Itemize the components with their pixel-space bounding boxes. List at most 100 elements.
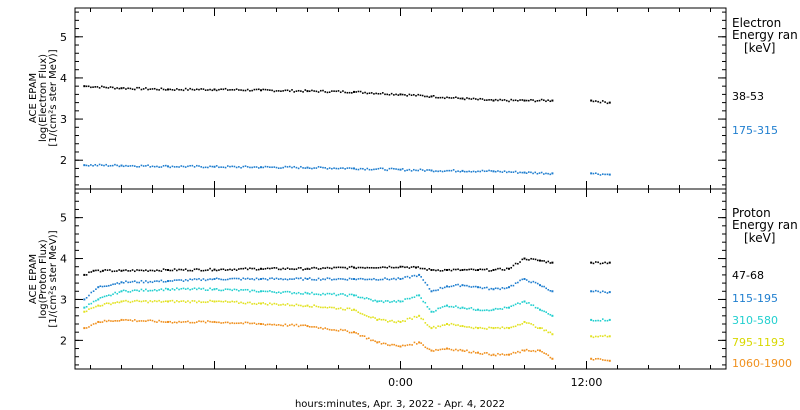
- data-point-fill: [125, 164, 127, 167]
- data-point-fill: [483, 170, 486, 173]
- data-point-fill: [448, 96, 451, 99]
- data-point-fill: [249, 301, 251, 304]
- data-point: [83, 273, 86, 276]
- data-point-fill: [452, 349, 455, 352]
- data-point-fill: [483, 268, 486, 271]
- data-point-fill: [499, 288, 501, 291]
- data-point-fill: [344, 309, 346, 311]
- data-point-fill: [397, 299, 400, 302]
- data-point-fill: [308, 305, 311, 308]
- data-point-fill: [300, 165, 302, 168]
- data-point-fill: [501, 268, 504, 271]
- data-point: [492, 269, 495, 271]
- data-point-fill: [333, 167, 335, 169]
- data-point-fill: [468, 97, 470, 100]
- data-point-fill: [380, 318, 383, 321]
- data-point-fill: [497, 99, 499, 102]
- data-point: [492, 99, 495, 102]
- data-point-fill: [202, 301, 205, 303]
- data-point-fill: [251, 89, 253, 92]
- data-point: [608, 359, 611, 362]
- data-point: [167, 280, 169, 283]
- data-point-fill: [530, 171, 532, 174]
- data-point-fill: [441, 306, 444, 308]
- data-point-fill: [171, 88, 174, 91]
- data-point-fill: [105, 163, 107, 166]
- data-point-fill: [412, 93, 415, 96]
- data-point-fill: [291, 292, 293, 295]
- data-point-fill: [326, 306, 329, 309]
- data-point-fill: [494, 327, 497, 329]
- data-point-fill: [397, 168, 400, 171]
- data-point-fill: [597, 173, 599, 176]
- data-point-fill: [105, 295, 108, 297]
- data-point-fill: [497, 308, 499, 310]
- data-point-fill: [366, 266, 369, 269]
- data-point-fill: [300, 267, 302, 269]
- data-point-fill: [497, 267, 499, 270]
- data-point-fill: [470, 326, 473, 329]
- data-point-fill: [238, 166, 240, 168]
- data-point-fill: [597, 357, 599, 360]
- data-point-fill: [253, 302, 256, 305]
- data-point-fill: [339, 278, 342, 280]
- data-point-fill: [114, 163, 116, 166]
- data-point-fill: [311, 306, 313, 308]
- data-point-fill: [426, 269, 428, 271]
- data-point: [608, 261, 611, 264]
- data-point-fill: [280, 167, 282, 169]
- data-point-fill: [317, 327, 320, 329]
- data-point-fill: [501, 326, 504, 328]
- data-point-fill: [125, 88, 127, 90]
- data-point-fill: [224, 87, 227, 90]
- data-point-fill: [528, 302, 530, 304]
- data-point-fill: [122, 289, 125, 292]
- data-point-fill: [357, 311, 360, 313]
- data-point-fill: [158, 166, 160, 168]
- data-point-fill: [510, 266, 513, 269]
- data-point-fill: [173, 289, 176, 291]
- data-point-fill: [350, 265, 353, 268]
- data-point: [523, 320, 526, 323]
- data-point-fill: [463, 325, 466, 328]
- data-point-fill: [422, 344, 425, 346]
- data-point-fill: [176, 88, 178, 90]
- data-point-fill: [488, 288, 490, 291]
- data-point-fill: [519, 279, 521, 282]
- data-point-fill: [275, 277, 278, 280]
- data-point: [523, 349, 526, 352]
- data-point-fill: [384, 277, 386, 279]
- data-point-fill: [173, 268, 176, 270]
- data-point-fill: [249, 267, 251, 269]
- data-point-fill: [271, 267, 273, 270]
- data-point-fill: [286, 267, 289, 269]
- data-point-fill: [262, 268, 265, 270]
- data-point: [399, 320, 402, 323]
- proton-legend-entry-47-68: 47-68: [732, 269, 764, 282]
- data-point-fill: [335, 167, 338, 170]
- data-point-fill: [169, 269, 172, 272]
- data-point: [446, 347, 448, 350]
- data-point-fill: [439, 348, 442, 351]
- data-point-fill: [193, 300, 196, 302]
- data-point-fill: [198, 320, 200, 322]
- data-point-fill: [324, 91, 327, 93]
- data-point-fill: [273, 90, 276, 93]
- data-point-fill: [242, 322, 245, 325]
- data-point-fill: [355, 168, 358, 171]
- data-point-fill: [481, 309, 484, 312]
- data-point-fill: [211, 321, 214, 323]
- data-point-fill: [169, 166, 172, 169]
- data-point-fill: [377, 266, 380, 269]
- data-point-fill: [481, 169, 484, 172]
- data-point-fill: [538, 172, 541, 174]
- data-point-fill: [300, 90, 302, 92]
- data-point: [399, 168, 402, 171]
- data-point-fill: [302, 305, 304, 308]
- data-point-fill: [348, 307, 351, 310]
- data-point-fill: [253, 322, 256, 324]
- data-point-fill: [229, 165, 231, 168]
- data-point-fill: [393, 266, 395, 269]
- data-point-fill: [293, 268, 296, 271]
